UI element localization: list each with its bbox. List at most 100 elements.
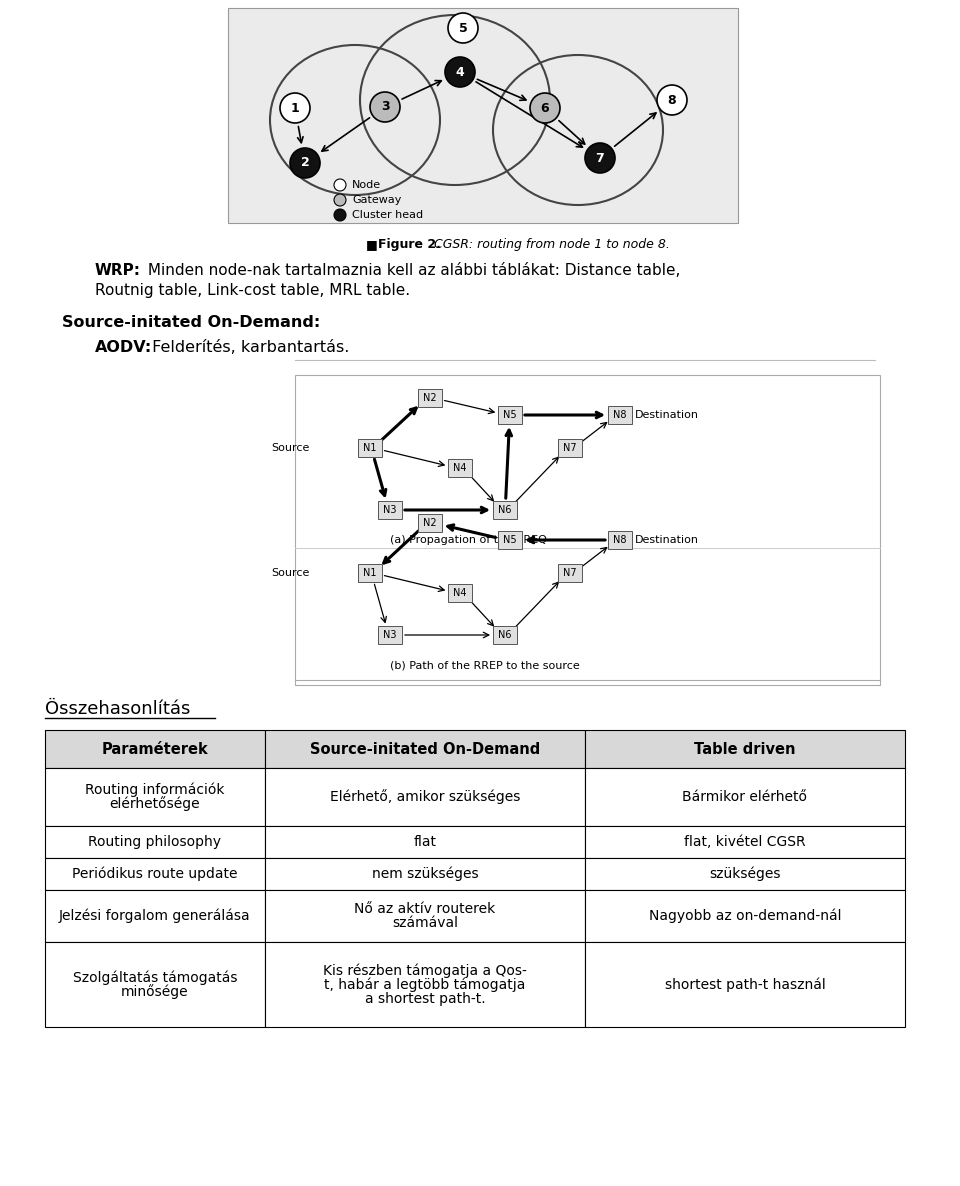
Text: Minden node-nak tartalmaznia kell az alábbi táblákat: Distance table,: Minden node-nak tartalmaznia kell az alá… (143, 263, 681, 278)
Bar (608, 531, 632, 549)
Text: a shortest path-t.: a shortest path-t. (365, 991, 486, 1006)
Bar (378, 500, 402, 519)
Text: N6: N6 (498, 505, 512, 515)
Text: Source-initated On-Demand: Source-initated On-Demand (310, 741, 540, 757)
Bar (448, 584, 472, 602)
Bar (45, 769, 265, 825)
Bar (585, 942, 905, 1027)
Circle shape (657, 85, 687, 115)
Bar (558, 439, 582, 457)
Bar (265, 825, 585, 857)
Bar (358, 439, 382, 457)
Text: N2: N2 (423, 518, 437, 528)
Bar (358, 565, 382, 582)
Circle shape (585, 144, 615, 173)
Text: Node: Node (352, 180, 381, 190)
Text: Routing philosophy: Routing philosophy (88, 835, 222, 849)
Circle shape (530, 93, 560, 123)
Text: Destination: Destination (635, 535, 699, 546)
Text: (a) Propagation of the RREQ: (a) Propagation of the RREQ (390, 535, 547, 546)
Text: WRP:: WRP: (95, 263, 141, 278)
Text: 5: 5 (459, 21, 468, 34)
Text: Routnig table, Link-cost table, MRL table.: Routnig table, Link-cost table, MRL tabl… (95, 283, 410, 298)
Text: nem szükséges: nem szükséges (372, 867, 478, 881)
Bar (265, 769, 585, 825)
Text: 3: 3 (381, 101, 390, 114)
Text: CGSR: routing from node 1 to node 8.: CGSR: routing from node 1 to node 8. (430, 238, 670, 251)
Text: Kis részben támogatja a Qos-: Kis részben támogatja a Qos- (324, 963, 527, 977)
Bar (585, 825, 905, 857)
Text: N4: N4 (453, 463, 467, 473)
Circle shape (280, 93, 310, 123)
Text: N7: N7 (564, 444, 577, 453)
Text: N2: N2 (423, 393, 437, 403)
Text: Paraméterek: Paraméterek (102, 741, 208, 757)
Bar (498, 531, 522, 549)
Bar (45, 890, 265, 942)
Bar (585, 769, 905, 825)
Text: Nagyobb az on-demand-nál: Nagyobb az on-demand-nál (649, 908, 841, 923)
Text: elérhetősége: elérhetősége (109, 797, 201, 811)
Text: 4: 4 (456, 65, 465, 78)
Text: N3: N3 (383, 630, 396, 640)
Bar (45, 731, 265, 769)
Text: N7: N7 (564, 568, 577, 578)
Text: Figure 2.: Figure 2. (378, 238, 441, 251)
Text: minősége: minősége (121, 984, 189, 999)
Bar (418, 389, 442, 407)
Text: Source-initated On-Demand:: Source-initated On-Demand: (62, 315, 321, 330)
Text: N6: N6 (498, 630, 512, 640)
Text: Bármikor elérhető: Bármikor elérhető (683, 790, 807, 804)
Text: t, habár a legtöbb támogatja: t, habár a legtöbb támogatja (324, 977, 526, 991)
Text: N8: N8 (613, 410, 627, 420)
Text: Gateway: Gateway (352, 195, 401, 205)
Bar (265, 942, 585, 1027)
Text: Periódikus route update: Periódikus route update (72, 867, 238, 881)
Text: Routing információk: Routing információk (85, 783, 225, 797)
Text: flat: flat (414, 835, 437, 849)
Text: N1: N1 (363, 568, 376, 578)
Bar (585, 731, 905, 769)
Circle shape (290, 148, 320, 178)
Text: shortest path-t használ: shortest path-t használ (664, 977, 826, 991)
Text: Table driven: Table driven (694, 741, 796, 757)
Circle shape (334, 179, 346, 191)
Circle shape (448, 13, 478, 43)
Text: 1: 1 (291, 102, 300, 115)
Bar (558, 565, 582, 582)
Text: N1: N1 (363, 444, 376, 453)
Text: flat, kivétel CGSR: flat, kivétel CGSR (684, 835, 805, 849)
Text: Felderítés, karbantartás.: Felderítés, karbantartás. (147, 340, 349, 355)
Text: Jelzési forgalom generálása: Jelzési forgalom generálása (60, 908, 251, 923)
Text: Source: Source (272, 444, 310, 453)
Text: N8: N8 (613, 535, 627, 546)
Bar (448, 459, 472, 477)
Text: Elérhető, amikor szükséges: Elérhető, amikor szükséges (330, 790, 520, 804)
Text: Szolgáltatás támogatás: Szolgáltatás támogatás (73, 970, 237, 984)
Text: 2: 2 (300, 157, 309, 170)
Bar (265, 890, 585, 942)
Text: Nő az aktív routerek: Nő az aktív routerek (354, 903, 495, 916)
Text: szükséges: szükséges (709, 867, 780, 881)
Text: AODV:: AODV: (95, 340, 153, 355)
Bar (378, 626, 402, 644)
Circle shape (334, 209, 346, 221)
Bar (418, 514, 442, 533)
Text: 6: 6 (540, 102, 549, 115)
Text: N5: N5 (503, 535, 516, 546)
Bar (228, 8, 738, 223)
Text: Összehasonlítás: Összehasonlítás (45, 700, 190, 718)
Text: ■: ■ (366, 238, 382, 251)
Text: Destination: Destination (635, 410, 699, 420)
Text: Cluster head: Cluster head (352, 210, 423, 219)
Circle shape (445, 57, 475, 87)
Bar (493, 500, 517, 519)
Bar (45, 857, 265, 890)
Text: N5: N5 (503, 410, 516, 420)
Bar (295, 375, 880, 686)
Circle shape (370, 93, 400, 122)
Text: Source: Source (272, 568, 310, 578)
Bar (498, 406, 522, 425)
Bar (45, 825, 265, 857)
Text: számával: számával (392, 916, 458, 930)
